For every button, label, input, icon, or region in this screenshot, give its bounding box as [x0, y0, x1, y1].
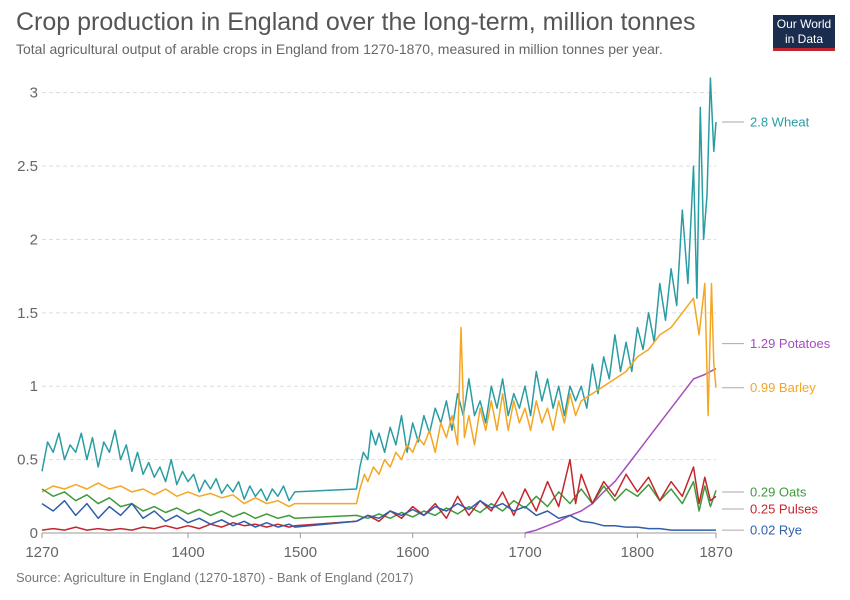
gridlines — [42, 92, 716, 461]
y-tick-label: 0.5 — [17, 452, 38, 469]
series-line-oats[interactable] — [41, 480, 717, 520]
owid-logo[interactable]: Our World in Data — [773, 15, 835, 51]
series-lines — [41, 77, 717, 534]
y-tick-label: 0 — [30, 525, 38, 542]
end-label-rye: 0.02 Rye — [750, 523, 802, 538]
x-tick-label: 1270 — [25, 544, 58, 561]
chart-title: Crop production in England over the long… — [16, 8, 696, 36]
x-tick-label: 1870 — [699, 544, 732, 561]
x-tick-label: 1400 — [171, 544, 204, 561]
x-tick-label: 1500 — [284, 544, 317, 561]
y-tick-label: 1 — [30, 378, 38, 395]
y-tick-label: 1.5 — [17, 305, 38, 322]
x-tick-label: 1600 — [396, 544, 429, 561]
series-line-rye[interactable] — [41, 499, 716, 531]
end-label-barley: 0.99 Barley — [750, 380, 816, 395]
chart-subtitle: Total agricultural output of arable crop… — [16, 41, 663, 57]
axes: 0 0.5 1 1.5 2 2.5 3 1270 1400 1500 1600 1700 1800 187… — [17, 85, 733, 561]
end-label-oats: 0.29 Oats — [750, 485, 807, 500]
logo-line-1: Our World — [776, 17, 832, 31]
end-labels: 2.8 Wheat 1.29 Potatoes 0.99 Barley 0.29 Oa… — [722, 115, 831, 538]
series-line-pulses[interactable] — [41, 458, 717, 531]
end-label-potatoes: 1.29 Potatoes — [750, 336, 831, 351]
series-line-potatoes[interactable] — [524, 367, 717, 534]
x-tick-label: 1800 — [621, 544, 654, 561]
source-note: Source: Agriculture in England (1270-187… — [16, 570, 414, 585]
series-line-barley[interactable] — [41, 282, 717, 508]
series-line-wheat[interactable] — [41, 77, 717, 502]
y-tick-label: 2.5 — [17, 158, 38, 175]
end-label-pulses: 0.25 Pulses — [750, 502, 818, 517]
y-tick-label: 2 — [30, 231, 38, 248]
end-label-wheat: 2.8 Wheat — [750, 115, 810, 130]
y-tick-label: 3 — [30, 85, 38, 102]
logo-line-2: in Data — [784, 32, 824, 46]
x-tick-label: 1700 — [508, 544, 541, 561]
